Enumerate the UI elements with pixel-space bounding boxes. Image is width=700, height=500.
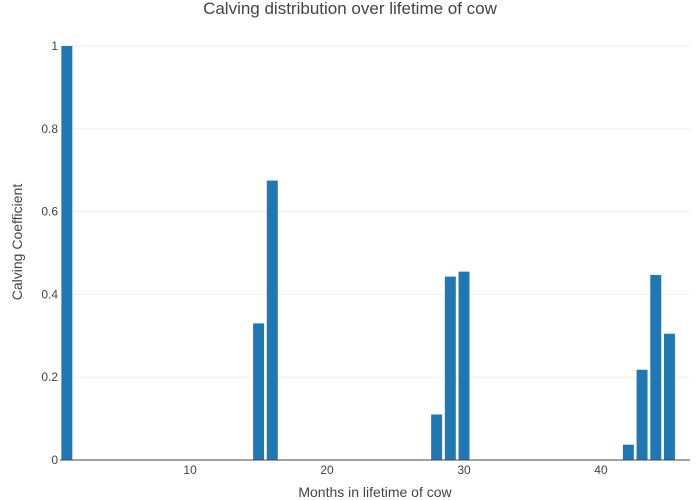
y-tick-label: 0.4 — [41, 287, 58, 301]
bar — [253, 323, 265, 460]
chart-title: Calving distribution over lifetime of co… — [203, 0, 498, 18]
bar — [458, 271, 470, 460]
x-tick-labels: 10 20 30 40 — [183, 463, 608, 477]
y-tick-label: 0.2 — [41, 370, 58, 384]
bar — [431, 414, 443, 460]
bar — [663, 333, 675, 460]
y-axis-title: Calving Coefficient — [9, 184, 25, 301]
bar — [636, 369, 648, 460]
x-axis-title: Months in lifetime of cow — [298, 484, 452, 500]
bar — [622, 444, 634, 460]
bar — [444, 276, 456, 460]
x-tick-label: 30 — [457, 463, 471, 477]
y-tick-label: 0.6 — [41, 205, 58, 219]
bar — [61, 46, 73, 460]
y-tick-label: 0.8 — [41, 122, 58, 136]
y-tick-label: 0 — [51, 453, 58, 467]
bars — [61, 46, 675, 461]
y-tick-label: 1 — [51, 39, 58, 53]
grid-lines — [60, 45, 690, 378]
x-tick-label: 20 — [320, 463, 334, 477]
x-tick-label: 40 — [594, 463, 608, 477]
bar — [650, 274, 662, 460]
y-tick-labels: 0 0.2 0.4 0.6 0.8 1 — [41, 39, 58, 467]
bar — [266, 180, 278, 461]
x-tick-label: 10 — [183, 463, 197, 477]
